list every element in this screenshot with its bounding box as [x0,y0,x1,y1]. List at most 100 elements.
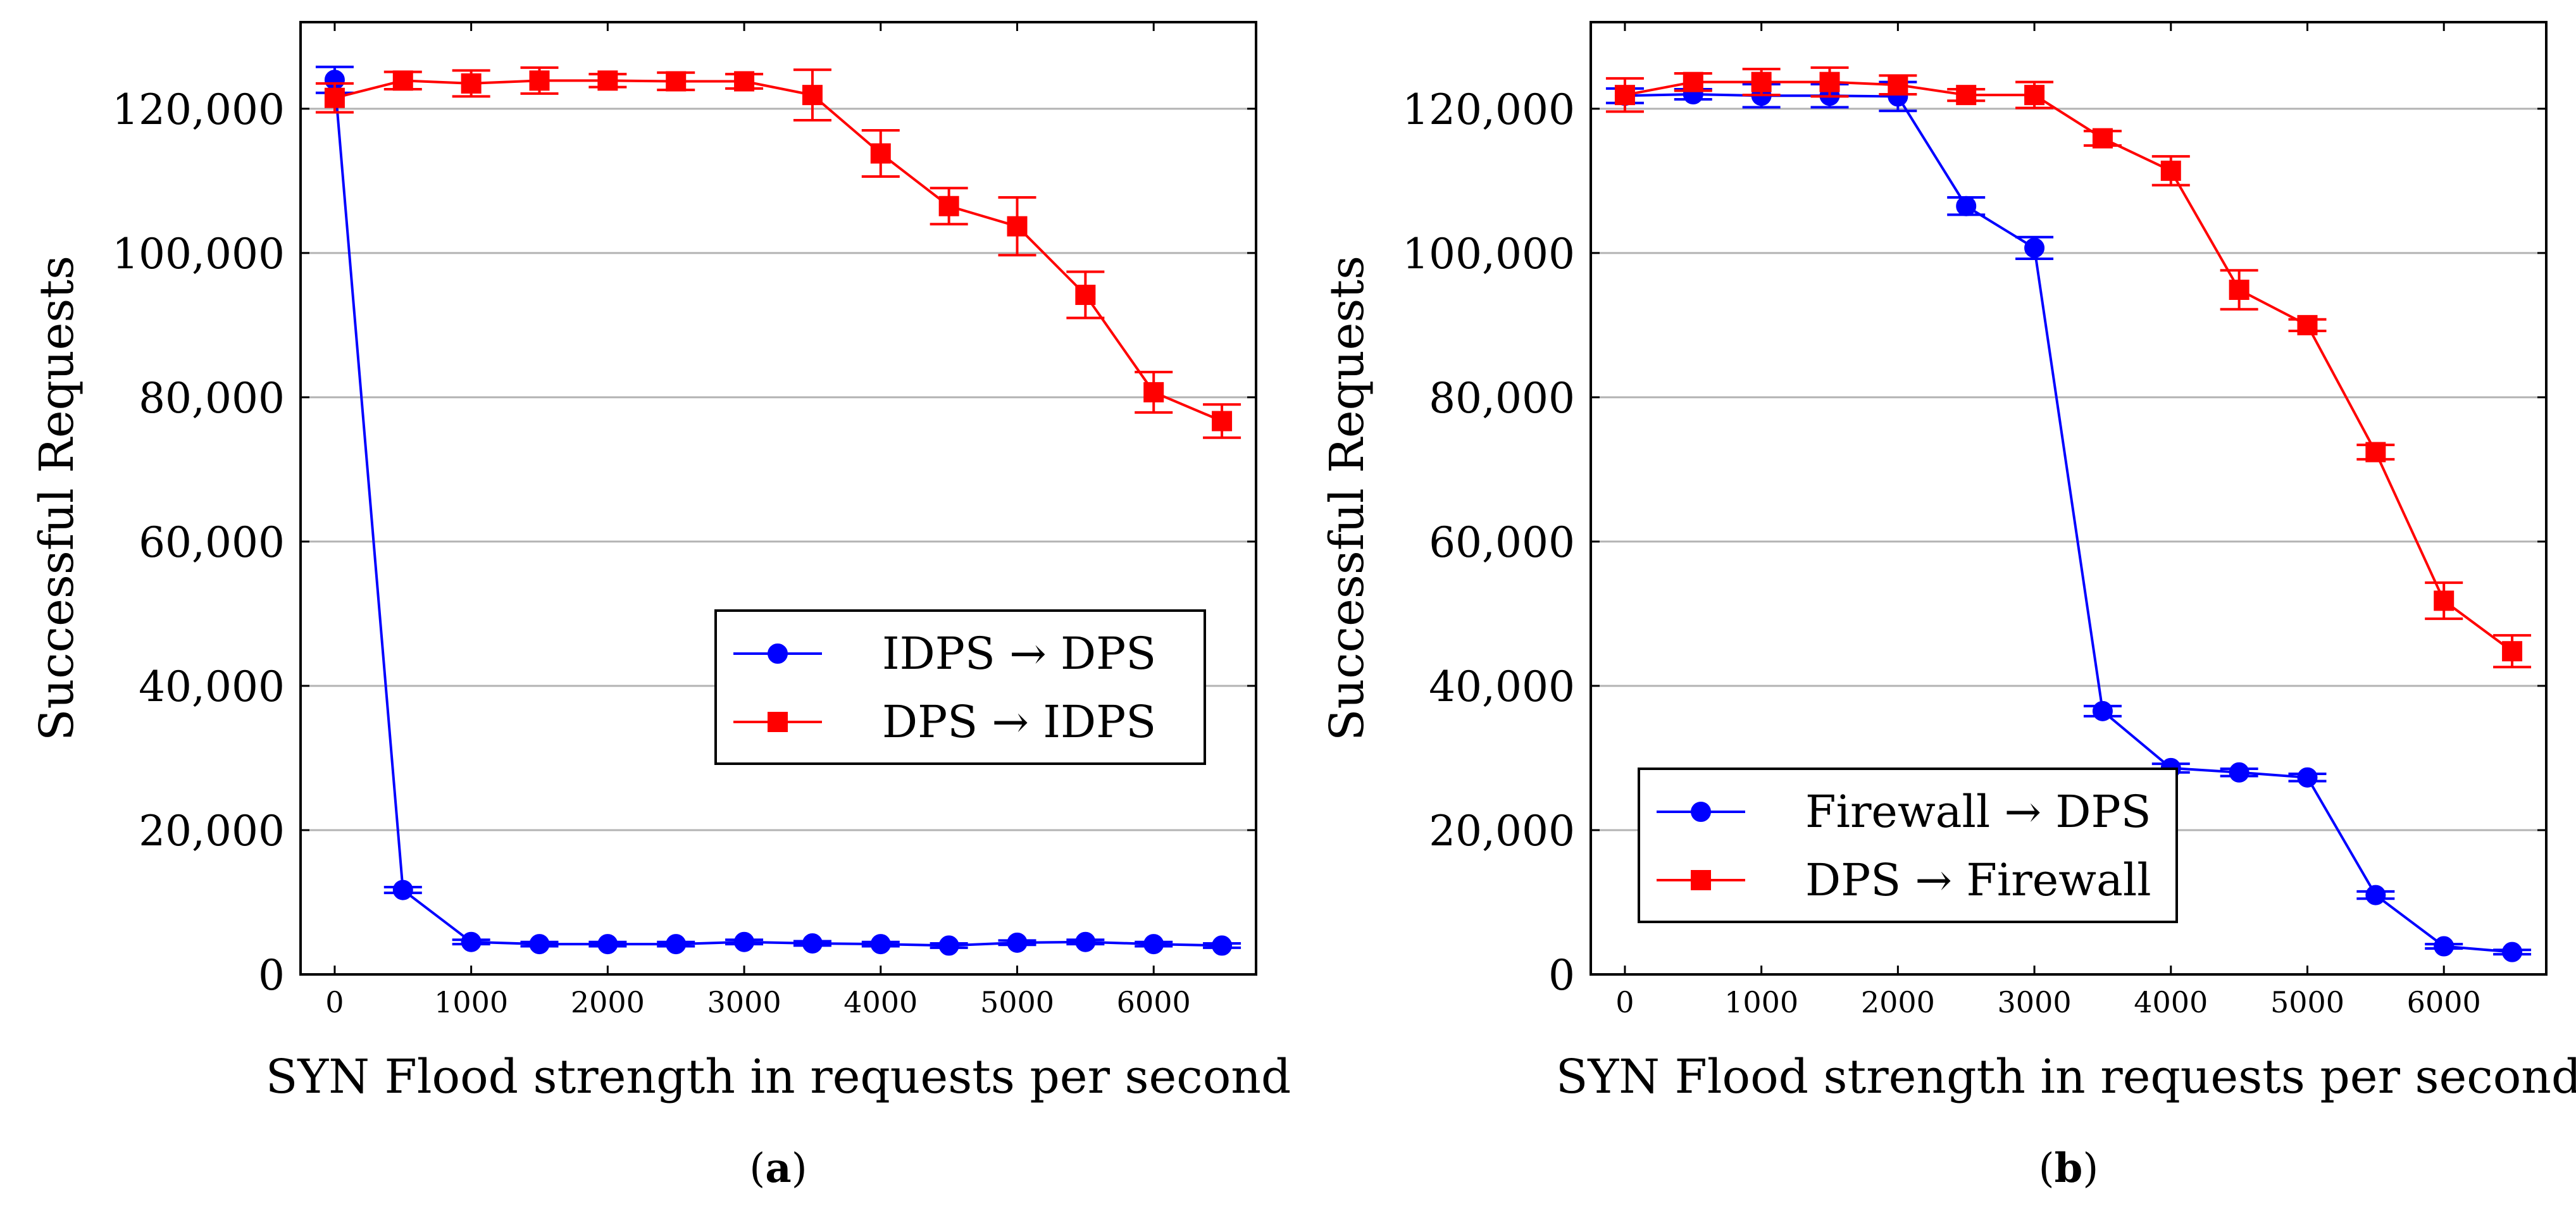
data-point-square [2092,128,2113,149]
data-point-square [2297,314,2318,335]
data-point-square [870,143,891,164]
x-tick-label: 2000 [571,985,645,1019]
data-point-square [392,70,413,91]
series-line [334,79,1223,423]
data-point-square [1075,284,1096,305]
x-tick-label: 3000 [1998,985,2072,1019]
data-point-square [324,87,345,108]
data-point-circle [2024,237,2045,258]
data-point-circle [666,934,687,955]
y-tick-label: 40,000 [139,662,285,711]
y-tick-label: 60,000 [1429,518,1575,567]
y-tick-label: 120,000 [1402,85,1575,134]
data-point-circle [1075,931,1096,952]
data-point-circle [938,935,959,956]
data-point-square [529,70,550,91]
data-point-square [1007,216,1028,237]
legend-item: DPS → IDPS [733,696,1156,748]
data-point-square [2434,590,2455,611]
data-point-square [1683,71,1703,92]
x-tick-label: 4000 [843,985,918,1019]
y-tick-label: 60,000 [139,518,285,567]
legend-label: DPS → IDPS [882,696,1156,748]
chart-b: 020,00040,00060,00080,000100,000120,0000… [1320,21,2576,1192]
data-point-square [597,70,618,91]
legend-label: IDPS → DPS [882,628,1156,680]
data-point-square [1751,71,1772,92]
data-point-circle [529,934,550,955]
caption-paren-close: ) [2082,1145,2098,1192]
data-point-circle [734,931,755,952]
legend-marker-square [1691,870,1711,890]
x-axis-ticks: 0 1000 2000 3000 4000 5000 6000 [1615,22,2481,1019]
x-tick-label: 1000 [434,985,508,1019]
y-tick-label: 0 [258,951,285,1000]
grid [301,108,1256,976]
legend-box [1638,768,2178,923]
y-tick-label: 100,000 [112,230,285,278]
y-tick-label: 100,000 [1402,230,1575,278]
data-point-circle [392,880,413,900]
caption: (b) [2039,1145,2099,1192]
legend: Firewall → DPS DPS → Firewall [1638,768,2178,923]
y-tick-label: 0 [1548,951,1575,1000]
y-tick-label: 120,000 [112,85,285,134]
data-point-square [802,85,823,106]
caption-letter: b [2055,1145,2083,1192]
y-axis-label: Successful Requests [30,256,84,741]
x-tick-label: 0 [325,985,344,1019]
data-point-circle [2229,762,2249,783]
data-point-circle [2434,936,2455,957]
data-point-square [1212,411,1233,432]
series-red [315,66,1241,439]
x-axis-label: SYN Flood strength in requests per secon… [1556,1050,2576,1104]
data-point-circle [1212,935,1233,956]
legend-marker-square [768,712,788,732]
data-point-circle [2297,767,2318,788]
legend-box [714,609,1206,765]
x-tick-label: 5000 [980,985,1054,1019]
data-point-square [1143,382,1164,402]
legend-item: Firewall → DPS [1657,786,2151,838]
x-tick-label: 5000 [2270,985,2344,1019]
x-tick-label: 4000 [2134,985,2208,1019]
plot-frame [1590,21,2548,976]
data-point-circle [1143,934,1164,955]
legend-label: Firewall → DPS [1805,786,2151,838]
x-tick-label: 2000 [1861,985,1935,1019]
y-tick-label: 80,000 [139,374,285,423]
legend-item: DPS → Firewall [1657,854,2151,906]
data-point-circle [802,933,823,954]
caption-paren-open: ( [749,1145,765,1192]
data-point-circle [461,931,482,952]
x-tick-label: 0 [1615,985,1634,1019]
legend-item: IDPS → DPS [733,628,1156,680]
series-line [1624,80,2513,652]
data-point-square [1614,85,1635,106]
data-point-square [2365,442,2386,463]
legend-marker-circle [1691,802,1711,822]
y-axis-label: Successful Requests [1320,256,1374,741]
legend-marker-circle [768,643,788,664]
data-point-square [734,71,755,92]
data-point-circle [1956,196,1977,216]
data-point-square [2502,641,2523,662]
data-point-circle [2365,885,2386,905]
y-axis-ticks: 0 20,000 40,000 60,000 80,000 100,000 120,000 [1402,85,2546,1000]
data-point-square [461,73,482,94]
legend-label: DPS → Firewall [1805,854,2151,906]
y-axis-ticks: 0 20,000 40,000 60,000 80,000 100,000 120,000 [112,85,1256,1000]
data-point-circle [1007,932,1028,953]
data-point-circle [2502,942,2523,962]
data-point-square [2229,279,2249,300]
data-point-square [1888,75,1908,96]
data-point-circle [597,934,618,955]
x-tick-label: 1000 [1724,985,1798,1019]
x-axis-ticks: 0 1000 2000 3000 4000 5000 6000 [325,22,1191,1019]
chart-a: 020,00040,00060,00080,000100,000120,0000… [30,21,1291,1192]
data-point-square [2024,85,2045,106]
x-tick-label: 6000 [1117,985,1191,1019]
y-tick-label: 20,000 [139,807,285,855]
plot-frame [299,21,1257,976]
